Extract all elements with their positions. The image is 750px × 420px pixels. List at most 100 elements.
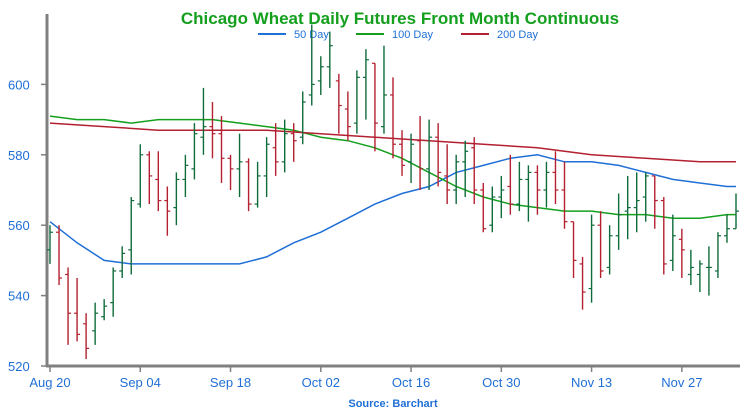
ohlc-bar bbox=[83, 313, 90, 359]
ohlc-bar bbox=[507, 154, 514, 215]
y-tick-label: 540 bbox=[8, 289, 30, 304]
ohlc-bar bbox=[723, 214, 730, 243]
y-tick-label: 600 bbox=[8, 77, 30, 92]
ohlc-bar bbox=[317, 56, 324, 95]
axes: 520 540 560 580 600 Aug 20 Sep 04 Sep 18 Oct 02 O… bbox=[8, 14, 740, 390]
ohlc-bar bbox=[588, 214, 595, 303]
ohlc-bar bbox=[119, 246, 126, 278]
ohlc-bar bbox=[525, 165, 532, 222]
ohlc-bar bbox=[128, 197, 135, 275]
ohlc-bar bbox=[308, 24, 315, 106]
x-tick-label: Sep 04 bbox=[120, 375, 161, 390]
chart-title: Chicago Wheat Daily Futures Front Month … bbox=[181, 9, 619, 28]
ohlc-bar bbox=[426, 119, 433, 190]
ohlc-bar bbox=[543, 161, 550, 208]
ohlc-bar bbox=[137, 144, 144, 208]
x-tick-label: Nov 27 bbox=[661, 375, 702, 390]
ohlc-bar bbox=[200, 87, 207, 155]
ohlc-bar bbox=[209, 102, 216, 159]
ohlc-bar bbox=[624, 175, 631, 240]
ohlc-bar bbox=[399, 130, 406, 176]
ohlc-bar bbox=[570, 221, 577, 278]
ohlc-bar bbox=[606, 225, 613, 275]
ohlc-bar bbox=[290, 123, 297, 162]
ohlc-bar bbox=[92, 302, 99, 345]
ohlc-bar bbox=[561, 161, 568, 229]
x-tick-label: Sep 18 bbox=[210, 375, 251, 390]
ohlc-bar bbox=[344, 91, 351, 141]
ohlc-bar bbox=[353, 70, 360, 134]
ohlc-bar bbox=[471, 137, 478, 205]
ohlc-bar bbox=[733, 193, 739, 230]
legend-item: 100 Day bbox=[356, 29, 433, 41]
x-tick-label: Aug 20 bbox=[29, 375, 70, 390]
ohlc-bar bbox=[642, 172, 649, 222]
ohlc-bar bbox=[435, 123, 442, 187]
ohlc-bar bbox=[516, 161, 523, 212]
ohlc-bar bbox=[101, 299, 108, 321]
ohlc-bar bbox=[390, 77, 396, 159]
ohlc-bar bbox=[615, 193, 622, 250]
ohlc-bar bbox=[56, 225, 63, 286]
ohlc-bar bbox=[371, 62, 378, 152]
ma-line-50-day bbox=[49, 154, 736, 265]
ohlc-bar bbox=[579, 256, 586, 310]
ohlc-bar bbox=[408, 133, 415, 183]
ohlc-bar bbox=[498, 175, 505, 219]
ohlc-bar bbox=[651, 175, 658, 229]
ohlc-bar bbox=[453, 154, 460, 205]
ohlc-bar bbox=[173, 172, 180, 226]
ohlc-bar bbox=[65, 267, 72, 345]
ohlc-bar bbox=[660, 197, 667, 275]
ohlc-bar bbox=[696, 260, 703, 293]
ohlc-bar bbox=[245, 158, 252, 212]
ohlc-bar bbox=[362, 49, 369, 120]
ohlc-bars bbox=[47, 24, 739, 359]
ohlc-bar bbox=[633, 172, 640, 233]
ohlc-bar bbox=[74, 278, 81, 342]
source-label: Source: Barchart bbox=[348, 398, 438, 410]
x-tick-label: Oct 30 bbox=[482, 375, 520, 390]
ohlc-bar bbox=[272, 123, 279, 176]
y-tick-label: 520 bbox=[8, 359, 30, 374]
ohlc-bar bbox=[299, 91, 306, 145]
legend-item: 200 Day bbox=[461, 29, 538, 41]
ohlc-bar bbox=[227, 154, 234, 190]
x-tick-label: Nov 13 bbox=[571, 375, 612, 390]
ohlc-bar bbox=[597, 211, 604, 278]
ohlc-bar bbox=[480, 182, 487, 233]
ohlc-bar bbox=[155, 151, 162, 212]
legend: 50 Day 100 Day 200 Day bbox=[258, 29, 538, 41]
x-tick-label: Oct 16 bbox=[392, 375, 430, 390]
ohlc-bar bbox=[326, 31, 333, 88]
ohlc-bar bbox=[705, 246, 712, 296]
ohlc-bar bbox=[281, 119, 288, 173]
ohlc-bar bbox=[146, 151, 153, 205]
ohlc-bar bbox=[687, 249, 694, 286]
ohlc-bar bbox=[552, 151, 559, 205]
legend-label: 100 Day bbox=[392, 29, 433, 41]
ohlc-bar bbox=[218, 116, 225, 183]
legend-item: 50 Day bbox=[258, 29, 329, 41]
ohlc-bar bbox=[462, 140, 469, 198]
y-tick-label: 580 bbox=[8, 148, 30, 163]
ohlc-bar bbox=[714, 232, 721, 278]
ohlc-bar bbox=[444, 144, 451, 205]
ohlc-bar bbox=[335, 73, 342, 134]
ohlc-bar bbox=[254, 161, 261, 208]
ohlc-bar bbox=[534, 165, 541, 215]
legend-label: 200 Day bbox=[497, 29, 538, 41]
ohlc-bar bbox=[164, 186, 171, 236]
ohlc-bar bbox=[489, 186, 496, 233]
x-tick-label: Oct 02 bbox=[302, 375, 340, 390]
ohlc-bar bbox=[263, 137, 270, 198]
ohlc-bar bbox=[417, 116, 424, 190]
ohlc-bar bbox=[110, 267, 117, 317]
ohlc-bar bbox=[669, 214, 676, 271]
ohlc-bar bbox=[47, 225, 53, 264]
ohlc-bar bbox=[678, 228, 685, 278]
y-tick-label: 560 bbox=[8, 218, 30, 233]
ohlc-bar bbox=[380, 45, 387, 134]
ohlc-bar bbox=[236, 133, 243, 198]
